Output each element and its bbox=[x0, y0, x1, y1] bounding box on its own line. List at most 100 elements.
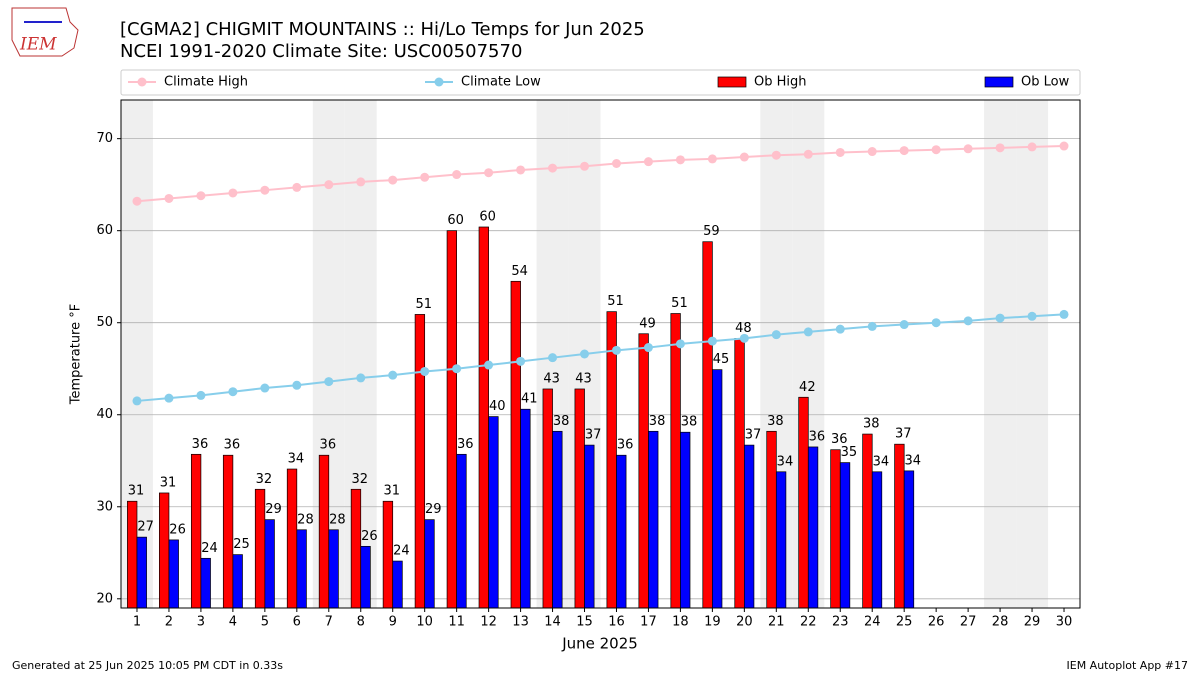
data-label: 28 bbox=[329, 512, 346, 527]
line bbox=[136, 145, 1065, 203]
bar bbox=[414, 314, 426, 609]
logo-outline bbox=[11, 7, 79, 57]
point bbox=[388, 175, 398, 185]
point bbox=[484, 360, 494, 370]
bar bbox=[382, 500, 394, 609]
data-label: 51 bbox=[607, 294, 624, 309]
point bbox=[1027, 142, 1037, 152]
bar bbox=[862, 433, 873, 609]
x-tick-label: 1 bbox=[133, 615, 141, 630]
bar bbox=[136, 536, 147, 609]
x-tick-label: 27 bbox=[960, 615, 977, 630]
x-tick-label: 9 bbox=[389, 615, 397, 630]
point bbox=[835, 147, 845, 157]
data-label: 49 bbox=[639, 316, 656, 331]
bar bbox=[616, 454, 627, 609]
bar bbox=[190, 453, 202, 609]
bar bbox=[830, 449, 841, 609]
bar bbox=[839, 462, 851, 609]
x-tick-label: 3 bbox=[197, 615, 205, 630]
data-label: 31 bbox=[128, 484, 145, 499]
data-label: 36 bbox=[320, 438, 337, 453]
bar bbox=[542, 388, 553, 609]
point bbox=[516, 165, 526, 175]
bar bbox=[670, 313, 681, 609]
data-label: 34 bbox=[777, 454, 794, 469]
data-label: 38 bbox=[863, 417, 880, 432]
data-label: 27 bbox=[137, 520, 154, 535]
point bbox=[867, 321, 877, 331]
data-label: 36 bbox=[457, 437, 474, 452]
x-tick-label: 15 bbox=[576, 615, 593, 630]
point bbox=[771, 330, 781, 340]
point bbox=[899, 146, 909, 156]
point bbox=[420, 366, 430, 376]
bar bbox=[766, 430, 777, 609]
point bbox=[803, 149, 813, 159]
legend-marker bbox=[137, 77, 147, 87]
x-tick-label: 29 bbox=[1024, 615, 1041, 630]
bar bbox=[392, 560, 403, 609]
point bbox=[611, 345, 621, 355]
point bbox=[452, 364, 462, 374]
point bbox=[580, 349, 590, 359]
bar bbox=[903, 470, 915, 609]
x-axis-label: June 2025 bbox=[561, 635, 638, 653]
x-tick-label: 7 bbox=[325, 615, 333, 630]
bar bbox=[775, 471, 787, 609]
data-label: 59 bbox=[703, 224, 720, 239]
bar bbox=[350, 488, 362, 609]
y-tick-label: 60 bbox=[96, 223, 113, 238]
point bbox=[356, 177, 366, 187]
x-tick-label: 16 bbox=[608, 615, 625, 630]
bar bbox=[286, 468, 298, 609]
plot-frame bbox=[120, 99, 1081, 609]
y-tick-label: 70 bbox=[96, 131, 113, 146]
footer-right: IEM Autoplot App #17 bbox=[1067, 659, 1189, 672]
x-tick-label: 25 bbox=[896, 615, 913, 630]
legend-swatch bbox=[717, 76, 747, 88]
point bbox=[739, 152, 749, 162]
legend-label: Climate High bbox=[164, 75, 248, 90]
point bbox=[164, 393, 174, 403]
bar bbox=[360, 545, 371, 609]
bar bbox=[702, 241, 713, 609]
bar bbox=[168, 539, 179, 609]
data-label: 36 bbox=[809, 429, 826, 444]
data-label: 51 bbox=[671, 296, 688, 311]
legend-swatch bbox=[984, 76, 1014, 88]
data-label: 36 bbox=[617, 438, 634, 453]
point bbox=[707, 336, 717, 346]
y-axis-label: Temperature °F bbox=[69, 304, 84, 405]
point bbox=[963, 316, 973, 326]
point bbox=[292, 380, 302, 390]
data-label: 43 bbox=[543, 371, 560, 386]
data-label: 38 bbox=[681, 415, 698, 430]
data-label: 37 bbox=[895, 427, 912, 442]
bar bbox=[296, 529, 307, 609]
bar bbox=[734, 338, 745, 609]
data-label: 36 bbox=[831, 432, 848, 447]
point bbox=[675, 339, 685, 349]
data-label: 51 bbox=[415, 297, 432, 312]
data-label: 35 bbox=[841, 445, 858, 460]
point bbox=[643, 157, 653, 167]
bar bbox=[488, 416, 499, 609]
y-tick-label: 30 bbox=[96, 499, 113, 514]
point bbox=[1059, 309, 1069, 319]
point bbox=[228, 188, 238, 198]
legend-label: Ob Low bbox=[1021, 75, 1070, 90]
logo: IEM bbox=[11, 7, 79, 57]
data-label: 60 bbox=[447, 213, 464, 228]
point bbox=[164, 193, 174, 203]
line bbox=[136, 313, 1065, 402]
bar bbox=[478, 226, 489, 609]
point bbox=[739, 333, 749, 343]
data-label: 38 bbox=[767, 414, 784, 429]
point bbox=[292, 182, 302, 192]
data-label: 28 bbox=[297, 512, 314, 527]
data-label: 38 bbox=[649, 414, 666, 429]
point bbox=[931, 318, 941, 328]
bar bbox=[574, 388, 585, 609]
